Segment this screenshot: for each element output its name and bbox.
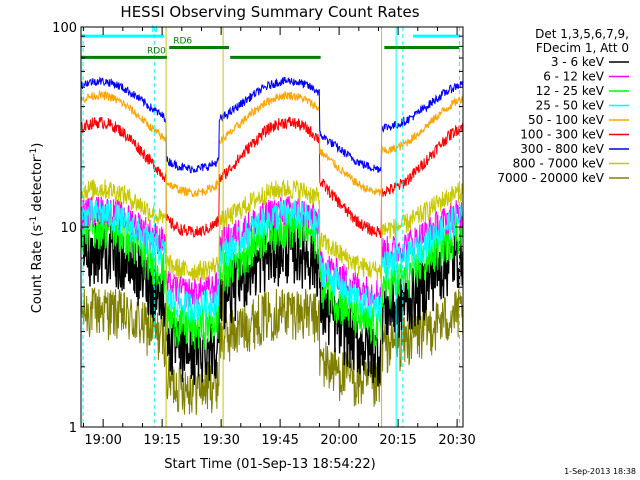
x-tick-label-2: 19:30 (202, 433, 239, 448)
y-tick-label-2: 100 (52, 21, 77, 36)
legend-label-8: 7000 - 20000 keV (497, 171, 604, 185)
y-axis-label-sup1: -1 (29, 216, 39, 225)
y-axis-label: Count Rate (s-1 detector-1) (29, 143, 45, 314)
legend-label-3: 25 - 50 keV (536, 99, 605, 113)
flag-bar-label-3: RD6 (173, 36, 192, 46)
legend-label-0: 3 - 6 keV (551, 55, 605, 69)
y-axis-label-sup2: -1 (29, 148, 39, 157)
x-axis: 19:00 19:15 19:30 19:45 20:00 20:15 20:30 (82, 27, 476, 448)
x-tick-label-5: 20:15 (379, 433, 416, 448)
legend-label-2: 12 - 25 keV (536, 84, 605, 98)
legend-label-5: 100 - 300 keV (520, 128, 604, 142)
flag-bar-label-2: RD0 (147, 46, 166, 56)
series-line-4 (80, 89, 464, 198)
legend-label-4: 50 - 100 keV (528, 113, 605, 127)
x-tick-label-4: 20:00 (320, 433, 357, 448)
legend-header-line-1: Det 1,3,5,6,7,9, (535, 27, 629, 41)
y-axis-label-mid: detector (30, 156, 45, 216)
series-line-5 (80, 116, 464, 239)
series-line-3 (80, 199, 464, 323)
y-tick-label-0: 1 (69, 421, 77, 436)
x-tick-label-6: 20:30 (438, 433, 475, 448)
legend: Det 1,3,5,6,7,9, FDecim 1, Att 0 3 - 6 k… (497, 27, 629, 185)
y-axis-label-main: Count Rate (s (30, 225, 45, 314)
series-line-2 (80, 207, 464, 350)
legend-label-1: 6 - 12 keV (543, 70, 605, 84)
legend-header-line-2: FDecim 1, Att 0 (536, 41, 629, 55)
y-axis: 1 10 100 (52, 21, 463, 436)
x-tick-label-0: 19:00 (84, 433, 121, 448)
x-tick-label-3: 19:45 (261, 433, 298, 448)
chart-title: HESSI Observing Summary Count Rates (120, 3, 419, 21)
flag-bar-label-0: N (151, 25, 158, 35)
legend-label-6: 300 - 800 keV (520, 142, 604, 156)
footer-date: 1-Sep-2013 18:38 (564, 467, 636, 476)
x-axis-label: Start Time (01-Sep-13 18:54:22) (164, 457, 375, 472)
y-axis-label-end: ) (30, 143, 45, 148)
plot-area: N RD0 RD6 (80, 25, 464, 427)
y-tick-label-1: 10 (60, 221, 77, 236)
series-line-7 (80, 179, 464, 282)
series-line-6 (80, 76, 464, 174)
legend-label-7: 800 - 7000 keV (513, 157, 605, 171)
x-tick-label-1: 19:15 (143, 433, 180, 448)
series-line-8 (80, 287, 464, 415)
